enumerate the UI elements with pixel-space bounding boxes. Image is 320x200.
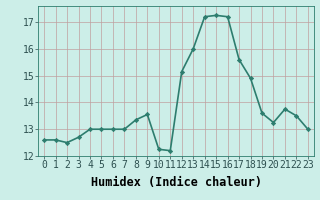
X-axis label: Humidex (Indice chaleur): Humidex (Indice chaleur) xyxy=(91,176,261,189)
